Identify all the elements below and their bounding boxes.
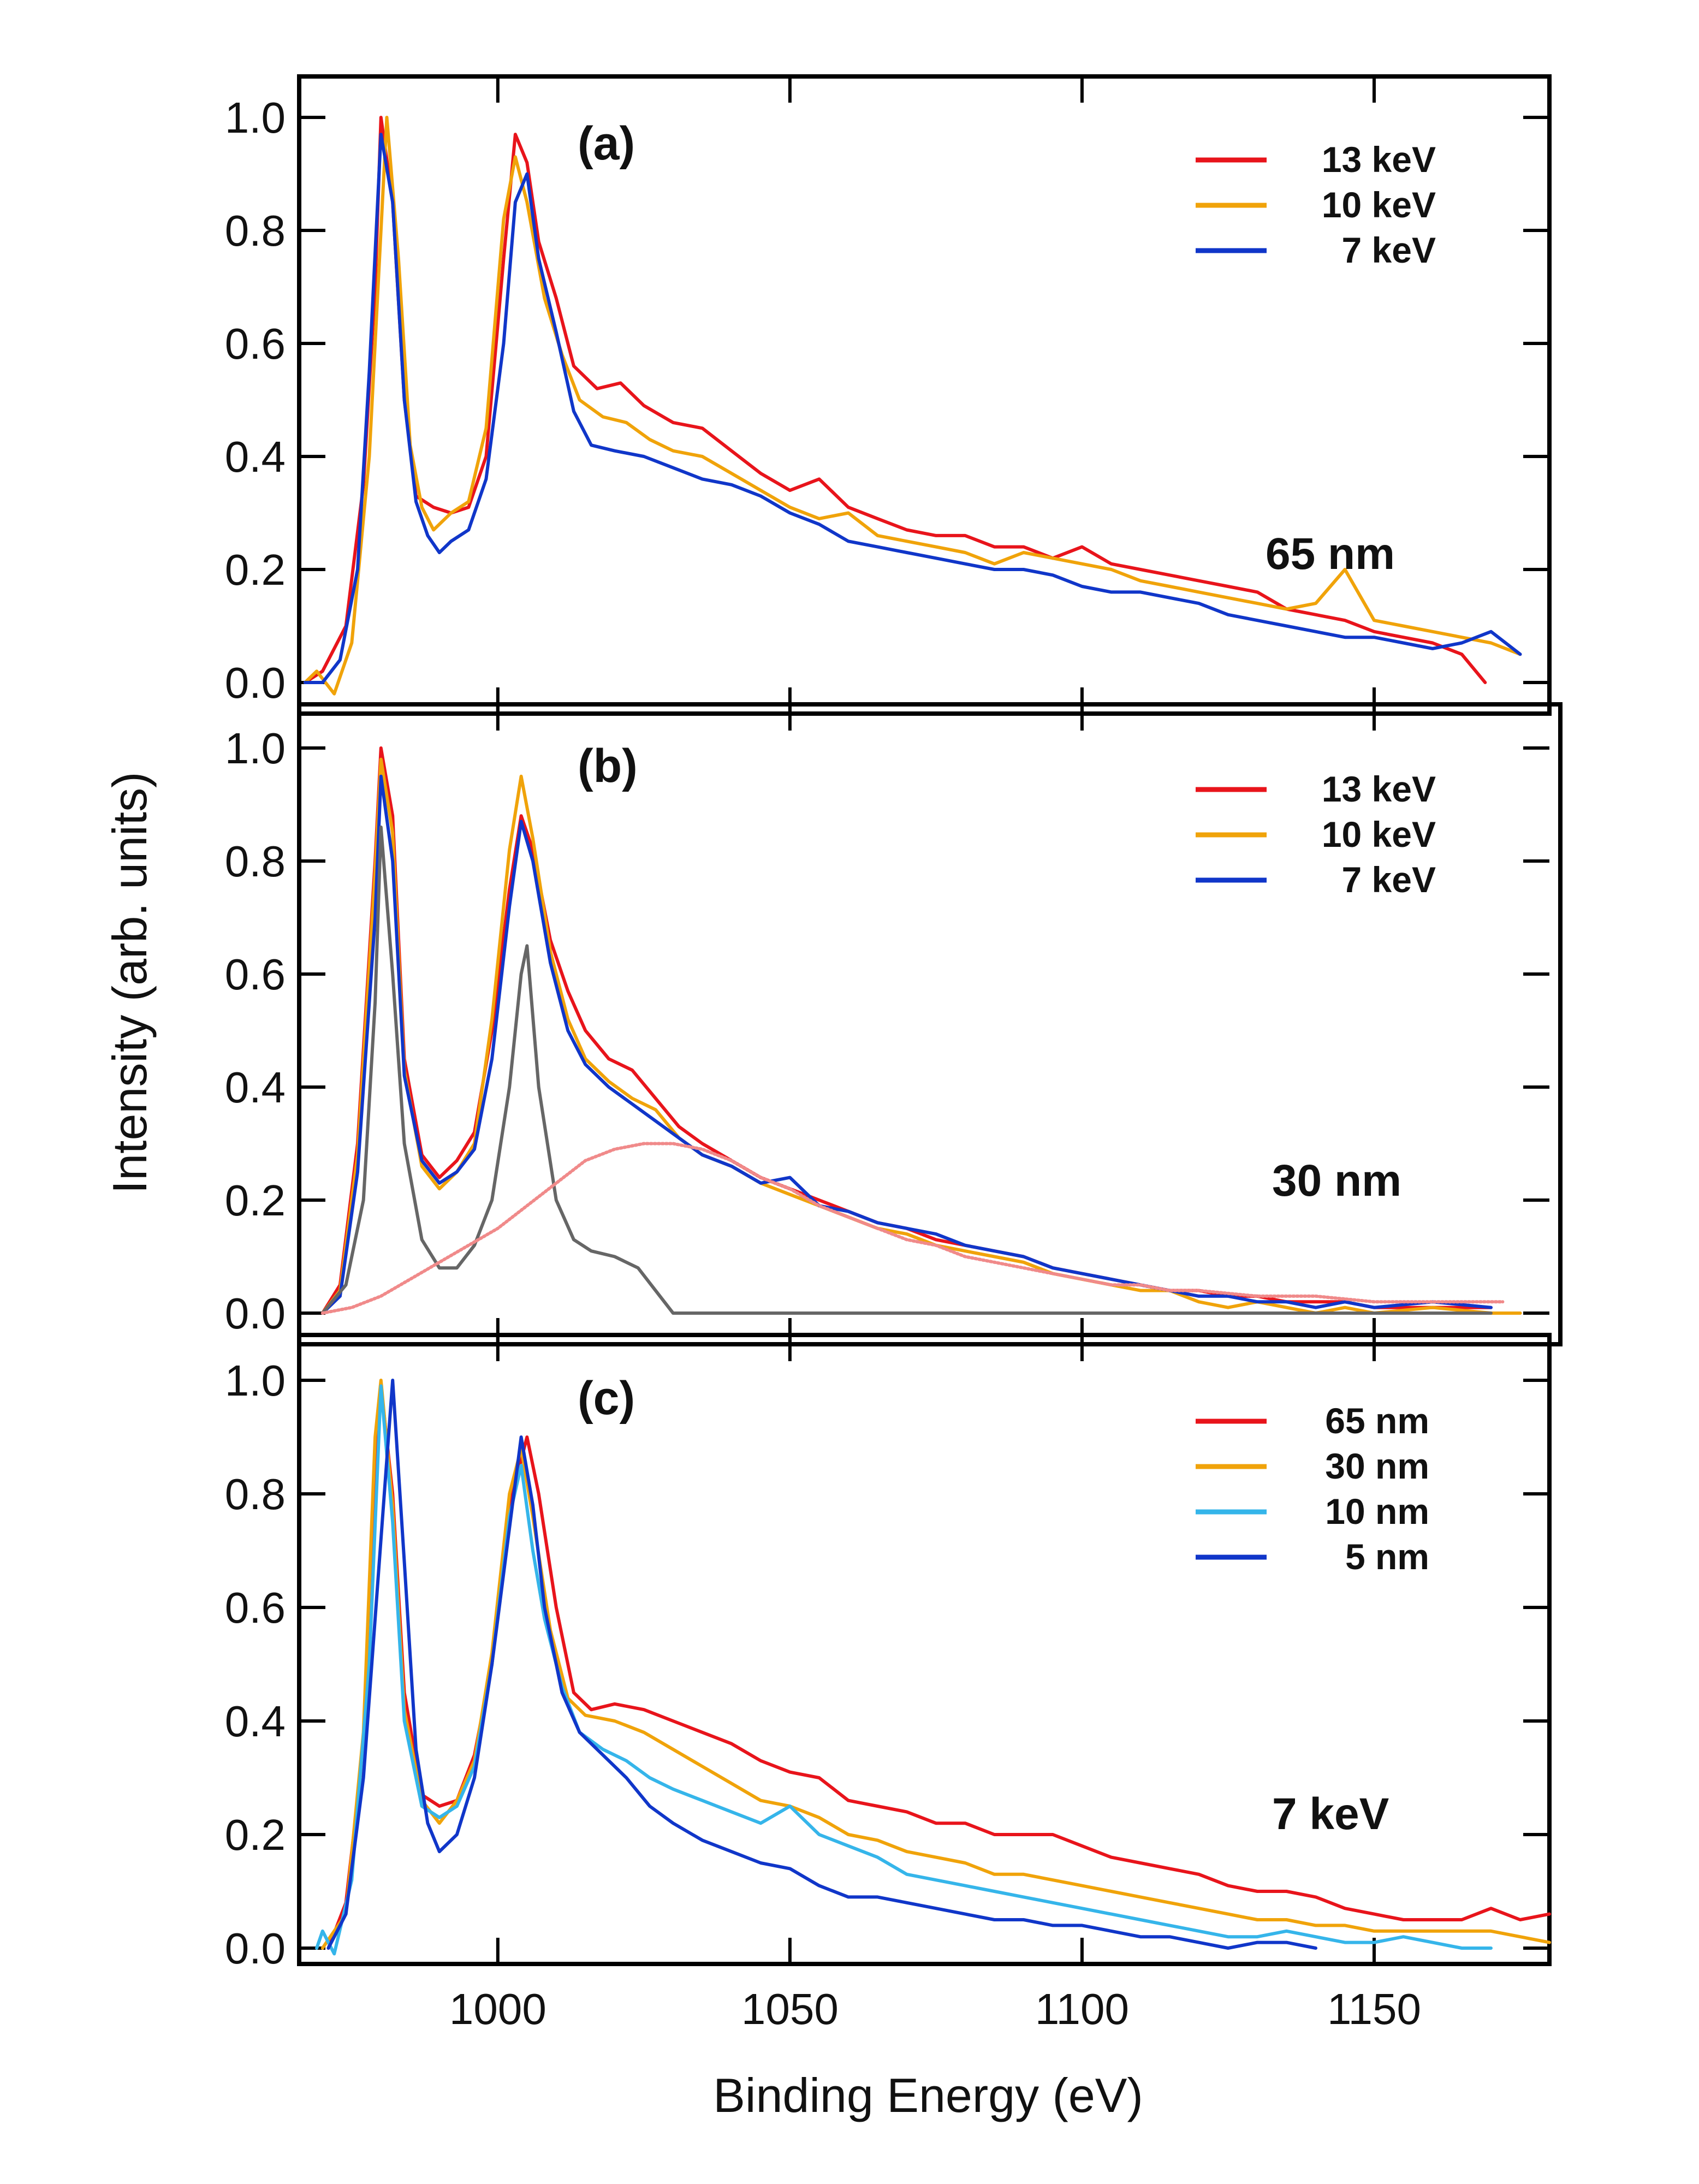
- panel-a-legend: 13 keV 10 keV 7 keV: [1196, 139, 1436, 270]
- panel-c-ytick-label: 0.4: [225, 1697, 286, 1746]
- panel-b-frame: [297, 702, 1563, 1346]
- panel-a-series-7-kev: [303, 133, 1522, 684]
- panel-c-frame: [297, 1333, 1552, 1966]
- legend-label: 7 keV: [1342, 859, 1436, 900]
- panel-a-series-10-kev: [303, 116, 1522, 696]
- panel-b-annotation: 30 nm: [1272, 1156, 1401, 1206]
- panel-c: 0.0 0.2 0.4 0.6 0.8 1.0 1000 1050 1100 1150 (c) 7…: [225, 1333, 1552, 2033]
- panel-a-ytick-label: 0.2: [225, 545, 286, 594]
- panel-a-annotation: 65 nm: [1266, 529, 1395, 579]
- legend-label: 13 keV: [1322, 769, 1436, 809]
- legend-label: 7 keV: [1342, 230, 1436, 270]
- panel-a-ytick-label: 0.0: [225, 658, 286, 707]
- xtick-label: 1000: [449, 1985, 546, 2033]
- panel-b-label: (b): [578, 740, 638, 792]
- panel-b: 0.0 0.2 0.4 0.6 0.8 1.0 (b) 30 nm 13 keV 10 ke…: [225, 702, 1563, 1346]
- panel-a-ytick-label: 0.6: [225, 319, 286, 368]
- panel-a-ytick-label: 1.0: [225, 93, 286, 142]
- legend-label: 30 nm: [1325, 1446, 1429, 1486]
- panel-b-ytick-label: 0.4: [225, 1063, 286, 1112]
- panel-b-legend: 13 keV 10 keV 7 keV: [1196, 769, 1436, 900]
- panel-c-series-group: [315, 1379, 1551, 1956]
- xtick-label: 1100: [1035, 1985, 1129, 2033]
- legend-label: 10 keV: [1322, 814, 1436, 854]
- xtick-label: 1050: [741, 1985, 839, 2033]
- panel-c-ytick-label: 0.8: [225, 1470, 286, 1518]
- legend-label: 5 nm: [1345, 1536, 1429, 1577]
- panel-b-ytick-label: 1.0: [225, 724, 286, 773]
- panel-b-ytick-label: 0.6: [225, 950, 286, 999]
- panel-a-frame: [297, 74, 1552, 716]
- legend-label: 10 keV: [1322, 185, 1436, 225]
- legend-label: 13 keV: [1322, 139, 1436, 180]
- legend-label: 65 nm: [1325, 1400, 1429, 1441]
- panel-a-ytick-label: 0.4: [225, 432, 286, 481]
- xtick-label: 1150: [1327, 1985, 1421, 2033]
- panel-c-ticks: 0.0 0.2 0.4 0.6 0.8 1.0 1000 1050 1100 1150: [225, 1335, 1549, 2033]
- panel-b-ytick-label: 0.8: [225, 837, 286, 886]
- panel-b-series-group: [320, 746, 1522, 1315]
- panel-b-series-background: [320, 1142, 1505, 1315]
- panel-c-label: (c): [578, 1372, 635, 1425]
- panel-c-series-65-nm: [326, 1384, 1551, 1950]
- panel-b-series-peak-fit: [320, 825, 1493, 1315]
- panel-c-ytick-label: 1.0: [225, 1356, 286, 1405]
- panel-c-series-10-nm: [315, 1384, 1493, 1956]
- panel-b-series-7-kev: [320, 774, 1493, 1315]
- x-axis-title: Binding Energy (eV): [713, 2068, 1143, 2122]
- panel-c-ytick-label: 0.2: [225, 1811, 286, 1859]
- panel-c-ytick-label: 0.6: [225, 1583, 286, 1632]
- panel-a: 0.0 0.2 0.4 0.6 0.8 1.0 (a) 65 nm 13 keV 10 ke…: [225, 74, 1552, 716]
- legend-label: 10 nm: [1325, 1491, 1429, 1532]
- panel-a-series-group: [303, 116, 1522, 696]
- panel-b-ytick-label: 0.2: [225, 1176, 286, 1225]
- panel-a-ticks: 0.0 0.2 0.4 0.6 0.8 1.0: [225, 76, 1549, 714]
- panel-c-series-5-nm: [326, 1379, 1317, 1950]
- panel-b-ticks: 0.0 0.2 0.4 0.6 0.8 1.0: [225, 704, 1549, 1344]
- panel-c-legend: 65 nm 30 nm 10 nm5 nm: [1196, 1400, 1429, 1577]
- panel-b-ytick-label: 0.0: [225, 1289, 286, 1338]
- y-axis-title: Intensity (arb. units): [103, 772, 157, 1194]
- panel-c-ytick-label: 0.0: [225, 1924, 286, 1973]
- panel-a-label: (a): [578, 117, 635, 170]
- panel-c-annotation: 7 keV: [1272, 1789, 1389, 1839]
- panel-a-ytick-label: 0.8: [225, 206, 286, 255]
